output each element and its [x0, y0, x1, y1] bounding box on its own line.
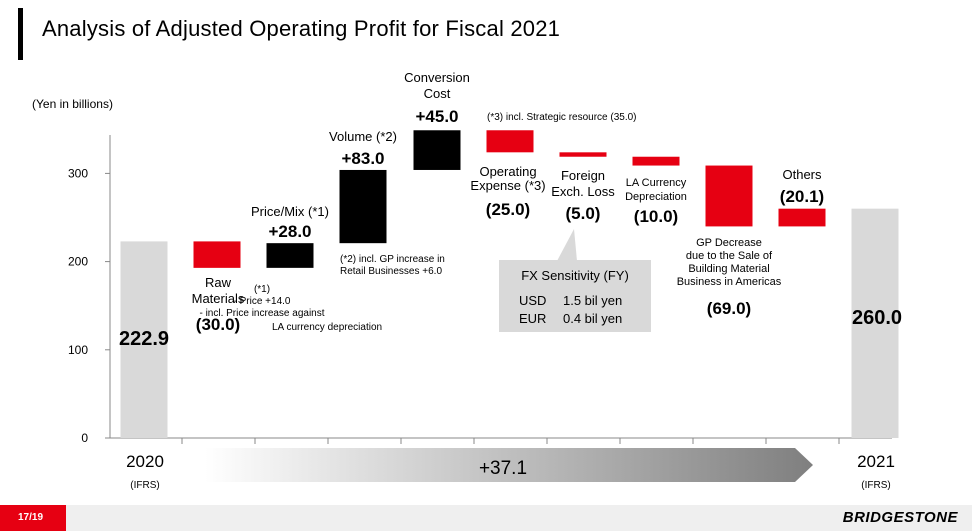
bar-caption-conversion-cost: Conversion — [404, 70, 470, 85]
note-price-mix: - incl. Price increase against — [199, 308, 324, 319]
fx-row-eur: EUR 0.4 bil yen — [519, 311, 622, 326]
value-label-foreign-exch-loss: (5.0) — [566, 204, 601, 223]
value-label-conversion-cost: +45.0 — [415, 107, 458, 126]
value-label-others: (20.1) — [780, 187, 824, 206]
bar-caption-gp-decrease: Business in Americas — [677, 276, 782, 288]
value-label-2020: 222.9 — [119, 328, 169, 350]
page-title: Analysis of Adjusted Operating Profit fo… — [42, 16, 561, 41]
value-label-operating-expense: (25.0) — [486, 200, 530, 219]
bar-caption-gp-decrease: due to the Sale of — [686, 250, 773, 262]
x-category-note-2021: (IFRS) — [861, 480, 890, 491]
note-operating-expense: (*3) incl. Strategic resource (35.0) — [487, 112, 637, 123]
bar-caption-operating-expense: Expense (*3) — [470, 178, 545, 193]
bar-caption-conversion-cost: Cost — [424, 86, 451, 101]
waterfall-bar-price — [266, 243, 314, 268]
bar-caption-foreign-exch-loss: Foreign — [561, 168, 605, 183]
x-category-note-2020: (IFRS) — [130, 480, 159, 491]
company-logo: BRIDGESTONE — [842, 509, 958, 526]
fx-sensitivity-title: FX Sensitivity (FY) — [521, 268, 629, 283]
waterfall-bar-la — [632, 156, 680, 166]
bar-caption-la-currency: LA Currency — [626, 177, 687, 189]
x-category-label-2020: 2020 — [126, 452, 164, 471]
change-label: +37.1 — [479, 458, 527, 479]
page-number-badge: 17/19 — [0, 505, 66, 531]
fx-row-usd: USD 1.5 bil yen — [519, 293, 622, 308]
value-label-la-currency: (10.0) — [634, 207, 678, 226]
unit-label: (Yen in billions) — [32, 97, 113, 111]
waterfall-bar-raw — [193, 241, 241, 268]
bar-caption-raw-materials: Materials — [192, 291, 245, 306]
y-tick-label: 200 — [68, 255, 88, 269]
note-volume: Retail Businesses +6.0 — [340, 266, 442, 277]
waterfall-bar-y2020 — [120, 241, 168, 438]
fx-value: 1.5 bil yen — [563, 293, 623, 308]
note-price-mix: (*1) — [254, 284, 270, 295]
value-label-gp-decrease: (69.0) — [707, 299, 751, 318]
fx-currency: EUR — [519, 311, 547, 326]
title-accent-bar — [18, 8, 23, 60]
waterfall-bar-gp — [705, 165, 753, 227]
bar-caption-raw-materials: Raw — [205, 275, 232, 290]
footer-bar: 17/19 BRIDGESTONE — [0, 505, 972, 531]
waterfall-bar-fx — [559, 152, 607, 157]
waterfall-bar-y2021 — [851, 208, 899, 438]
y-tick-label: 100 — [68, 343, 88, 357]
bar-caption-price-mix: Price/Mix (*1) — [251, 204, 329, 219]
fx-sensitivity-box: FX Sensitivity (FY) USD 1.5 bil yen EUR 0.… — [499, 260, 651, 332]
bar-caption-volume: Volume (*2) — [329, 129, 397, 144]
value-label-price-mix: +28.0 — [268, 222, 311, 241]
bar-caption-gp-decrease: Building Material — [688, 263, 769, 275]
fx-value: 0.4 bil yen — [563, 311, 623, 326]
bar-caption-others: Others — [782, 167, 822, 182]
note-price-mix: LA currency depreciation — [272, 322, 382, 333]
x-category-label-2021: 2021 — [857, 452, 895, 471]
fx-currency: USD — [519, 293, 547, 308]
waterfall-bar-others — [778, 208, 826, 227]
note-volume: (*2) incl. GP increase in — [340, 254, 445, 265]
bar-caption-la-currency: Depreciation — [625, 191, 687, 203]
change-arrow — [205, 448, 813, 482]
waterfall-bar-conversion — [413, 130, 461, 170]
bar-caption-gp-decrease: GP Decrease — [696, 237, 762, 249]
bar-caption-operating-expense: Operating — [479, 164, 536, 179]
y-tick-label: 300 — [68, 166, 88, 180]
waterfall-bar-opex — [486, 130, 534, 153]
waterfall-bar-volume — [339, 169, 387, 244]
value-label-volume: +83.0 — [341, 149, 384, 168]
value-label-2021: 260.0 — [852, 307, 902, 329]
note-price-mix: - Price +14.0 — [234, 296, 291, 307]
fx-callout-pointer — [557, 229, 577, 261]
value-label-raw-materials: (30.0) — [196, 315, 240, 334]
bar-caption-foreign-exch-loss: Exch. Loss — [551, 184, 615, 199]
y-tick-label: 0 — [81, 431, 88, 445]
